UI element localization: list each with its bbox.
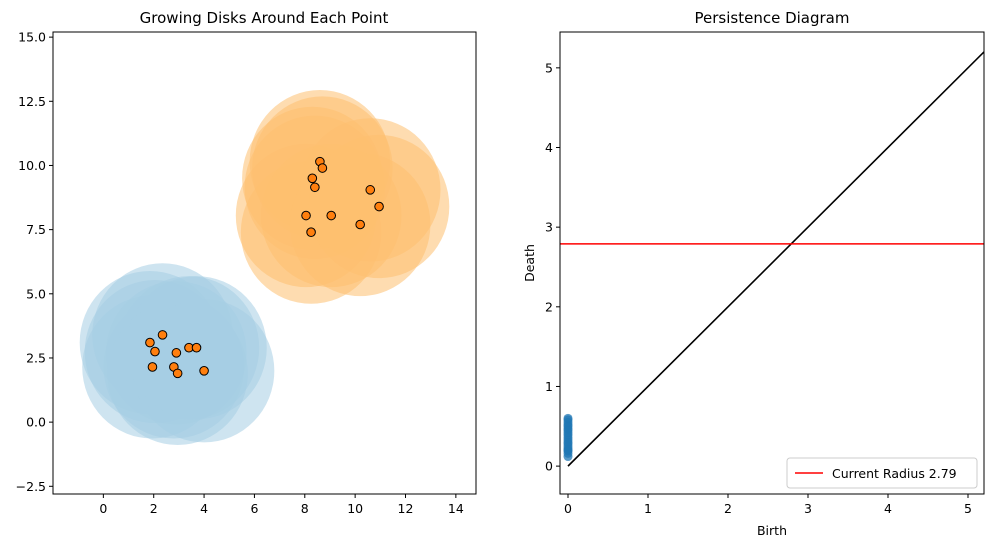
persistence-y-tick-label: 2 xyxy=(545,299,553,314)
disks-x-tick-label: 14 xyxy=(448,501,464,516)
persistence-y-tick-label: 0 xyxy=(545,459,553,474)
persistence-legend: Current Radius 2.79 xyxy=(786,457,978,489)
persistence-axes-frame xyxy=(559,31,985,495)
persistence-y-tick-label: 1 xyxy=(545,379,553,394)
point-cluster-2 xyxy=(301,210,311,221)
disks-x-ticks: 0 2 4 6 8 10 12 14 xyxy=(99,494,464,516)
point-cluster-1 xyxy=(172,368,183,379)
point-cluster-2 xyxy=(317,163,328,173)
point-cluster-2 xyxy=(306,227,316,237)
point-cluster-2 xyxy=(374,201,384,212)
persistence-x-tick-label: 1 xyxy=(644,501,652,516)
point-cluster-1 xyxy=(150,346,160,357)
point-cluster-1 xyxy=(147,362,158,372)
point-cluster-1 xyxy=(191,342,202,353)
legend-box xyxy=(786,457,978,489)
persistence-x-tick-label: 3 xyxy=(804,501,812,516)
point-cluster-1 xyxy=(199,366,209,376)
disks-x-tick-label: 12 xyxy=(398,501,414,516)
persistence-y-tick-label: 3 xyxy=(545,220,553,235)
point-cluster-2 xyxy=(310,182,320,193)
persistence-point xyxy=(563,445,573,455)
point-cluster-1 xyxy=(145,337,155,348)
persistence-x-tick-label: 2 xyxy=(724,501,732,516)
disks-y-tick-label: 2.5 xyxy=(26,350,46,365)
disks-y-ticks: −2.5 0.0 2.5 5.0 7.5 10.0 12.5 15.0 xyxy=(16,30,53,494)
persistence-y-ticks: 0 1 2 3 4 5 xyxy=(545,60,560,474)
diagonal-line xyxy=(567,51,984,467)
point-cluster-2 xyxy=(326,210,337,221)
point-cluster-1 xyxy=(171,348,182,358)
disks-x-tick-label: 4 xyxy=(200,501,208,516)
disks-x-tick-label: 6 xyxy=(250,501,258,516)
disks-y-tick-label: 12.5 xyxy=(18,94,46,109)
disks-y-tick-label: 0.0 xyxy=(26,415,46,430)
legend-label-current-radius: Current Radius 2.79 xyxy=(832,466,957,481)
disks-x-tick-label: 8 xyxy=(301,501,309,516)
point-cluster-1 xyxy=(157,330,168,340)
disks-panel: Growing Disks Around Each Point 0 2 4 6 8 10 1… xyxy=(16,9,477,516)
disks-panel-title: Growing Disks Around Each Point xyxy=(140,9,389,27)
persistence-panel-title: Persistence Diagram xyxy=(695,9,850,27)
persistence-y-tick-label: 4 xyxy=(545,140,553,155)
disks-y-tick-label: 5.0 xyxy=(26,286,46,301)
persistence-x-axis-label: Birth xyxy=(757,523,787,538)
point-cluster-2 xyxy=(365,185,376,195)
disks-x-tick-label: 10 xyxy=(347,501,363,516)
persistence-x-tick-label: 0 xyxy=(564,501,572,516)
disks-y-tick-label: 10.0 xyxy=(18,158,46,173)
disks-y-tick-label: 15.0 xyxy=(18,30,46,45)
disks-axes-frame xyxy=(52,31,477,495)
disks-x-tick-label: 2 xyxy=(150,501,158,516)
persistence-x-tick-label: 5 xyxy=(964,501,972,516)
persistence-x-ticks: 0 1 2 3 4 5 xyxy=(564,494,972,516)
disks-markers xyxy=(145,156,384,379)
disks-plot-area xyxy=(79,90,450,445)
persistence-y-tick-label: 5 xyxy=(545,60,553,75)
point-cluster-2 xyxy=(307,173,318,184)
persistence-y-axis-label: Death xyxy=(522,244,537,282)
disks-y-tick-label: −2.5 xyxy=(16,479,46,494)
disks-y-tick-label: 7.5 xyxy=(26,222,46,237)
persistence-x-tick-label: 4 xyxy=(884,501,892,516)
persistence-plot-area xyxy=(560,51,984,467)
point-cluster-2 xyxy=(355,219,365,230)
persistence-point xyxy=(563,413,573,423)
disks-x-tick-label: 0 xyxy=(99,501,107,516)
